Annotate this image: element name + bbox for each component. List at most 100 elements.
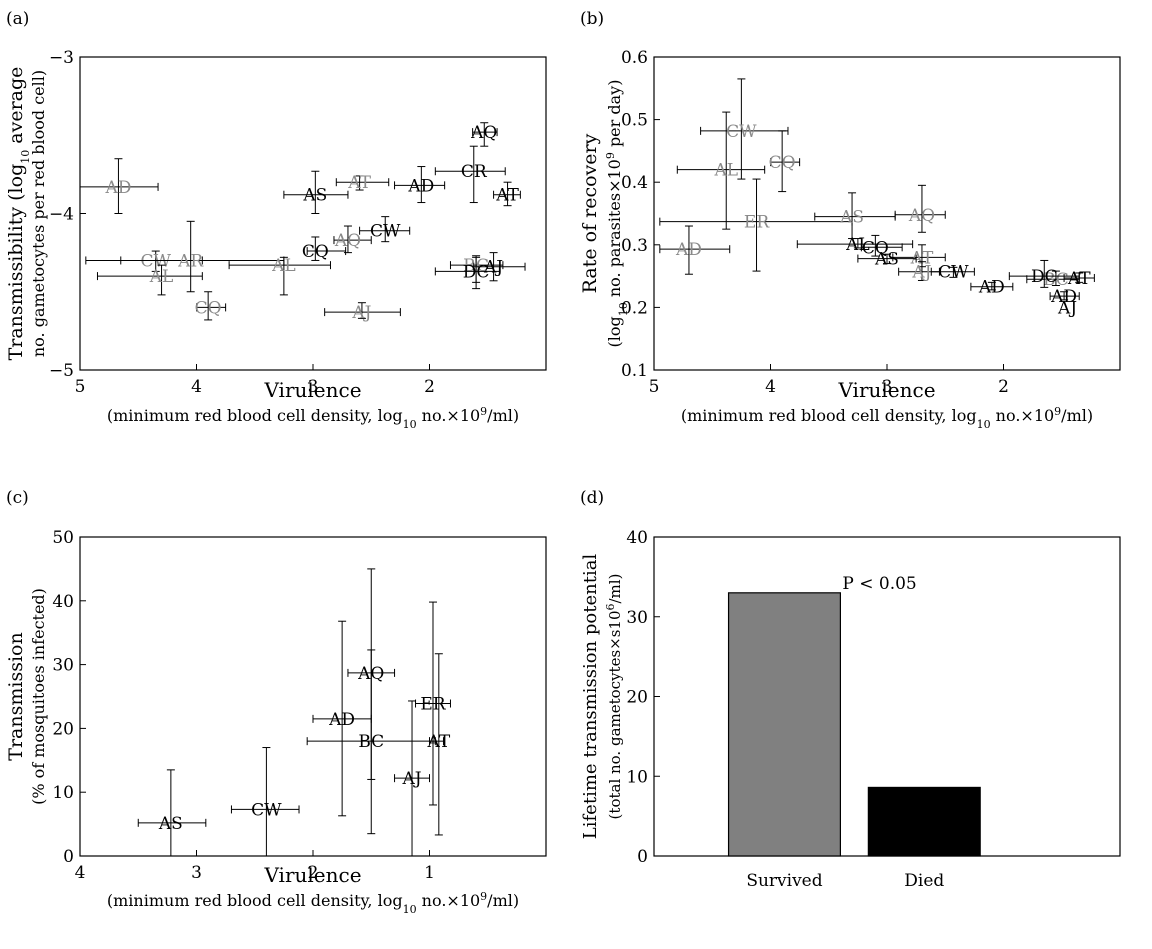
- data-point-ad: AD: [312, 620, 372, 817]
- panel-label-d: (d): [580, 488, 604, 508]
- point-label: AT: [495, 186, 519, 206]
- y-tick-label: 40: [52, 592, 74, 612]
- data-point-ad: AD: [970, 278, 1014, 298]
- x-tick-label: 3: [882, 377, 893, 397]
- data-point-cr: CR: [434, 145, 506, 204]
- point-label: AJ: [911, 263, 931, 283]
- y-tick-label: 0.3: [621, 236, 648, 256]
- point-label: AS: [302, 186, 327, 206]
- x-axis-title: Virulence: [837, 378, 935, 402]
- point-label: AD: [675, 240, 702, 260]
- data-point-ar: AR: [85, 220, 285, 293]
- data-point-at: AT: [426, 653, 451, 836]
- y-tick-label: 0.1: [621, 361, 648, 381]
- data-point-al: AL: [228, 256, 331, 296]
- panel-label-a: (a): [6, 9, 29, 29]
- x-axis-subtitle: (minimum red blood cell density, log10 n…: [107, 405, 519, 431]
- data-point-er: ER: [415, 601, 451, 806]
- bar-died: [867, 786, 981, 857]
- chart-panel-a: −5 −4 −3 5 4 3 2 Virulence (minimum red blood ce…: [5, 48, 547, 431]
- x-axis-subtitle: (minimum red blood cell density, log10 n…: [681, 405, 1093, 431]
- y-tick-label: 0: [637, 847, 648, 867]
- data-point-aq: AQ: [333, 225, 372, 254]
- data-point-aq: AQ: [894, 184, 946, 233]
- y-axis-subtitle: no. gametocytes per red blood cell): [29, 70, 48, 357]
- point-label: CW: [140, 251, 171, 271]
- point-label: CW: [938, 263, 969, 283]
- point-label: CW: [251, 800, 282, 820]
- point-label: CQ: [862, 238, 889, 258]
- data-point-aj: AJ: [1057, 298, 1077, 318]
- x-category-label: Died: [904, 871, 944, 891]
- data-point-as: AS: [137, 769, 207, 857]
- y-tick-label: 30: [626, 608, 648, 628]
- x-tick-label: 5: [75, 377, 86, 397]
- data-point-ad: AD: [1049, 287, 1080, 307]
- x-tick-label: 4: [75, 863, 86, 883]
- point-label: AT: [910, 248, 934, 268]
- point-label: AD: [407, 176, 434, 196]
- y-tick-label: 0.2: [621, 298, 648, 318]
- data-point-cw: CW: [359, 216, 411, 243]
- data-point-at: AT: [493, 181, 521, 207]
- point-label: CW: [726, 122, 757, 142]
- x-tick-label: 2: [998, 377, 1009, 397]
- data-point-cq: CQ: [195, 291, 227, 321]
- y-axis-title: Transmissibility (log10 average: [5, 67, 32, 361]
- y-tick-label: 0.4: [621, 173, 648, 193]
- point-label: AS: [874, 250, 899, 270]
- point-label: BC: [358, 732, 384, 752]
- point-label: AQ: [334, 231, 361, 251]
- x-tick-label: 1: [424, 863, 435, 883]
- y-tick-label: 20: [52, 719, 74, 739]
- plot-frame: [653, 56, 1121, 371]
- x-axis-title: Virulence: [263, 378, 361, 402]
- point-label: AD: [104, 178, 131, 198]
- point-label: AR: [177, 251, 204, 271]
- y-tick-label: 30: [52, 656, 74, 676]
- data-point-ad: AD: [659, 225, 731, 275]
- point-label: AQ: [470, 123, 497, 143]
- point-label: CQ: [195, 298, 222, 318]
- data-point-bc: BC: [306, 649, 436, 835]
- data-point-cw: CW: [700, 78, 789, 180]
- data-point-ad: AD: [394, 166, 446, 204]
- data-point-as: AS: [283, 170, 349, 214]
- y-axis-subtitle: (log10 no. parasites×109 per day): [604, 80, 630, 348]
- point-label: CR: [461, 162, 488, 182]
- point-label: AL: [845, 235, 870, 255]
- data-point-dc: DC: [434, 256, 500, 290]
- point-label: AD: [1050, 287, 1077, 307]
- point-label: AT: [347, 173, 371, 193]
- data-point-cw: CW: [930, 263, 975, 283]
- point-label: AT: [426, 732, 450, 752]
- data-point-al: AL: [676, 111, 766, 230]
- point-label: AS: [158, 814, 183, 834]
- point-label: AQ: [908, 206, 935, 226]
- x-axis-title: Virulence: [263, 863, 361, 887]
- x-tick-label: 3: [191, 863, 202, 883]
- point-label: AD: [978, 278, 1005, 298]
- data-point-as: AS: [857, 250, 917, 270]
- y-tick-label: 10: [52, 783, 74, 803]
- point-label: AL: [149, 267, 174, 287]
- y-tick-label: 50: [52, 528, 74, 548]
- data-point-aj: AJ: [324, 302, 401, 323]
- data-point-cq: CQ: [302, 236, 347, 262]
- data-point-al: AL: [96, 264, 203, 296]
- data-point-at: AT: [892, 244, 946, 268]
- point-label: CQ: [769, 153, 796, 173]
- point-label: AJ: [401, 769, 421, 789]
- y-tick-label: 40: [626, 528, 648, 548]
- data-point-aj: AJ: [473, 252, 526, 282]
- chart-panel-b: 0.1 0.2 0.3 0.4 0.5 0.6 5 4 3 2 Virulence (minimum …: [579, 48, 1121, 431]
- y-tick-label: 0: [63, 847, 74, 867]
- point-label: CW: [370, 222, 401, 242]
- x-tick-label: 5: [649, 377, 660, 397]
- y-tick-label: 10: [626, 767, 648, 787]
- y-axis-title: Transmission: [5, 632, 27, 760]
- y-axis-subtitle: (total no. gametocytes×s106/ml): [604, 574, 625, 820]
- point-label: AD: [328, 710, 355, 730]
